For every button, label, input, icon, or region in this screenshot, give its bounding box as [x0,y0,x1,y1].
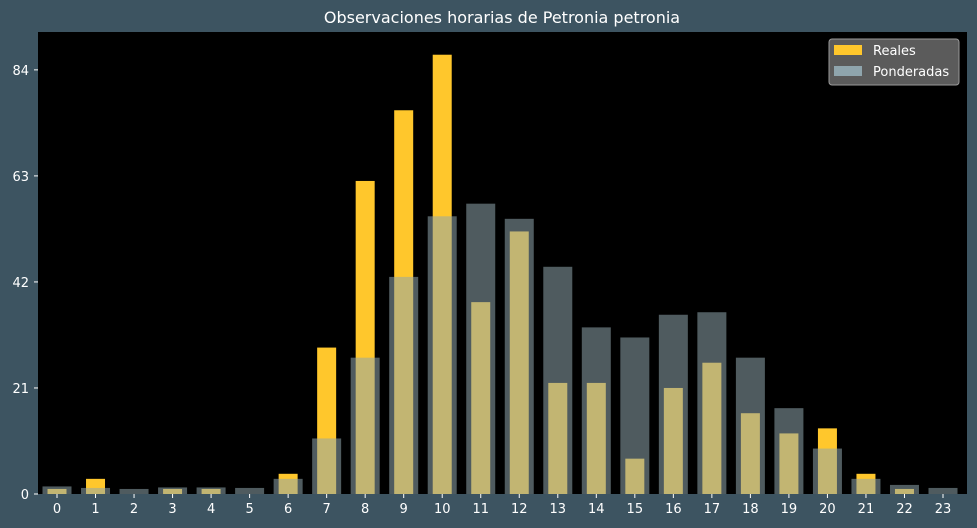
y-axis: 0 21 42 63 84 [12,64,38,503]
legend: Reales Ponderadas [828,38,960,86]
y-tick-label: 84 [12,64,29,79]
y-tick-label: 63 [12,170,29,185]
bar-ponderadas [735,357,765,494]
bar-ponderadas [774,408,804,494]
x-tick-label: 5 [245,502,253,517]
x-axis: 0 1 2 3 4 5 6 7 8 9 10 11 12 13 14 15 16 17 18 19 20 21 22 23 [53,494,951,517]
bar-ponderadas [158,487,188,494]
chart-title: Observaciones horarias de Petronia petro… [324,8,680,27]
bar-ponderadas [504,218,534,494]
legend-label-reales: Reales [873,44,916,59]
bar-ponderadas [889,484,919,494]
x-tick-label: 16 [665,502,682,517]
x-tick-label: 6 [284,502,292,517]
x-tick-label: 1 [91,502,99,517]
legend-swatch-ponderadas [834,66,862,76]
bar-ponderadas [427,216,457,494]
bar-ponderadas [466,203,496,495]
bar-ponderadas [851,478,881,494]
bar-ponderadas [620,337,650,494]
x-tick-label: 2 [130,502,138,517]
x-tick-label: 7 [323,502,331,517]
x-tick-label: 18 [742,502,759,517]
x-tick-label: 23 [935,502,952,517]
x-tick-label: 3 [168,502,176,517]
y-tick-label: 42 [12,276,29,291]
bar-ponderadas [273,478,303,494]
plot-area [38,32,967,494]
bar-ponderadas [543,266,573,494]
bar-ponderadas [42,486,72,494]
bar-ponderadas [389,276,419,494]
x-tick-label: 11 [472,502,489,517]
x-tick-label: 12 [511,502,528,517]
y-tick-label: 0 [21,488,29,503]
bar-ponderadas [119,488,149,494]
x-tick-label: 15 [627,502,644,517]
x-tick-label: 21 [858,502,875,517]
legend-swatch-reales [834,45,862,55]
legend-label-ponderadas: Ponderadas [873,65,949,80]
bar-ponderadas [312,438,342,494]
bar-ponderadas [81,487,111,494]
bar-ponderadas [812,448,842,494]
bar-ponderadas [658,314,688,494]
bar-ponderadas [697,312,727,494]
x-tick-label: 17 [704,502,721,517]
x-tick-label: 13 [550,502,567,517]
bar-ponderadas [581,327,611,494]
bar-ponderadas [196,487,226,494]
series-ponderadas-bars [42,203,958,495]
x-tick-label: 4 [207,502,215,517]
bar-ponderadas [235,487,265,494]
x-tick-label: 8 [361,502,369,517]
bar-ponderadas [350,357,380,494]
x-tick-label: 14 [588,502,605,517]
x-tick-label: 0 [53,502,61,517]
y-tick-label: 21 [12,382,29,397]
x-tick-label: 9 [400,502,408,517]
x-tick-label: 10 [434,502,451,517]
x-tick-label: 20 [819,502,836,517]
x-tick-label: 19 [781,502,798,517]
bar-ponderadas [928,487,958,494]
x-tick-label: 22 [896,502,913,517]
